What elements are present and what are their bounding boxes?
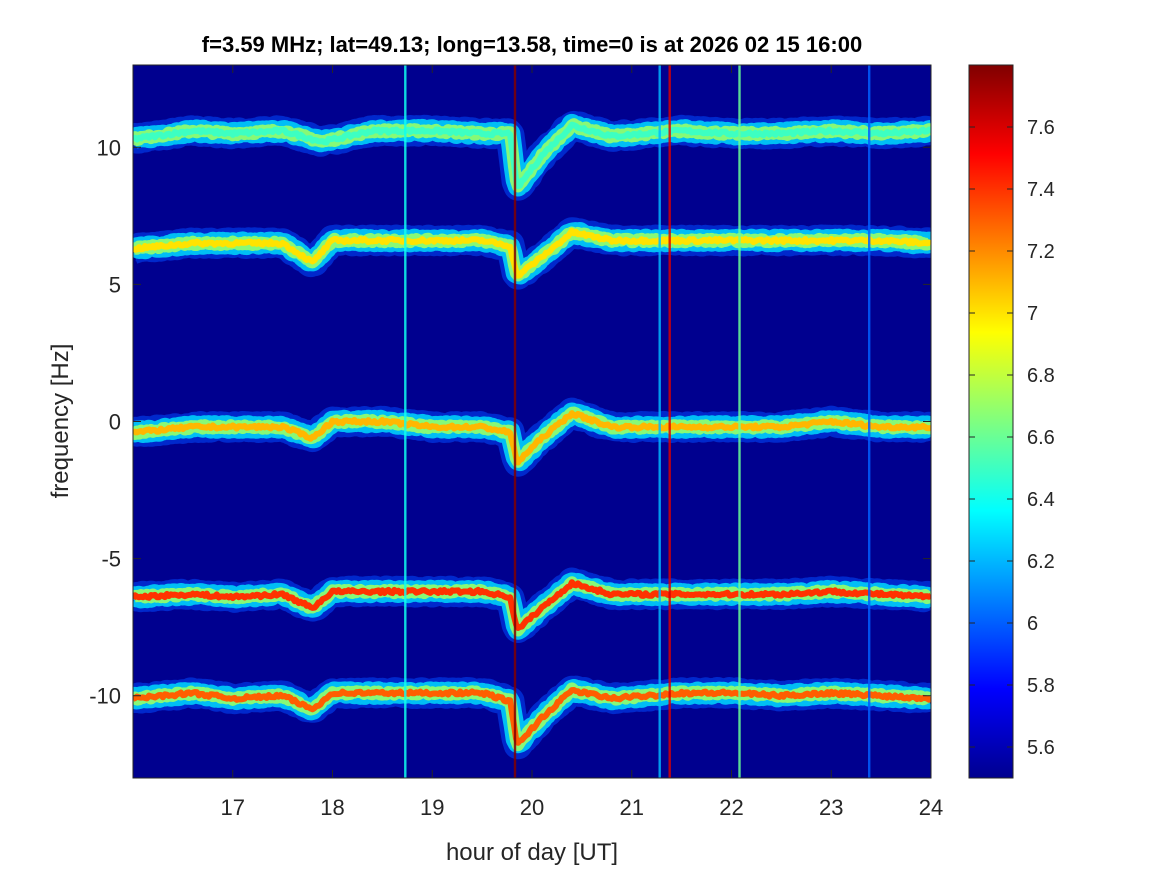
- heatmap-layer: [133, 65, 931, 778]
- trace-band-1: [133, 217, 931, 290]
- colorbar-tick-label: 7: [1027, 303, 1038, 325]
- x-tick-label: 19: [420, 795, 444, 820]
- colorbar-gradient: [968, 64, 1014, 779]
- y-axis-label: frequency [Hz]: [47, 344, 74, 499]
- y-axis-ticks: 10 5 0 -5 -10: [89, 135, 931, 709]
- x-tick-label: 24: [919, 795, 943, 820]
- y-tick-label: 5: [109, 272, 121, 297]
- x-tick-label: 23: [819, 795, 843, 820]
- colorbar-tick-label: 6.2: [1027, 551, 1055, 573]
- x-axis-label: hour of day [UT]: [446, 839, 618, 866]
- colorbar-tick-label: 7.4: [1027, 179, 1055, 201]
- x-tick-label: 21: [620, 795, 644, 820]
- colorbar: 7.6 7.4 7.2 7 6.8 6.6 6.4 6.2 6 5.8 5.6: [968, 64, 1055, 779]
- colorbar-tick-label: 5.8: [1027, 675, 1055, 697]
- y-tick-label: 10: [97, 135, 121, 160]
- x-tick-label: 20: [520, 795, 544, 820]
- x-tick-label: 18: [320, 795, 344, 820]
- trace-layer-2-3: [133, 410, 931, 466]
- colorbar-tick-label: 7.6: [1027, 117, 1055, 139]
- trace-band-4: [133, 675, 931, 760]
- x-tick-label: 17: [221, 795, 245, 820]
- vertical-streak-5: [868, 65, 871, 778]
- vertical-streak-4: [658, 65, 661, 778]
- trace-band-2: [133, 397, 931, 477]
- trace-band-0: [133, 110, 931, 201]
- vertical-streak-1: [668, 65, 671, 778]
- y-tick-label: -10: [89, 684, 121, 709]
- colorbar-tick-label: 6.4: [1027, 489, 1055, 511]
- plot-area: [132, 64, 932, 779]
- vertical-streak-3: [404, 65, 407, 778]
- trace-layer-1-3: [133, 227, 931, 279]
- trace-layer-4-3: [133, 687, 931, 746]
- y-tick-label: -5: [101, 547, 121, 572]
- colorbar-ticks: 7.6 7.4 7.2 7 6.8 6.6 6.4 6.2 6 5.8 5.6: [969, 117, 1055, 759]
- trace-layer-0-3: [133, 121, 931, 190]
- colorbar-tick-label: 5.6: [1027, 737, 1055, 759]
- vertical-streak-2: [738, 65, 741, 778]
- colorbar-tick-label: 7.2: [1027, 241, 1055, 263]
- chart-title: f=3.59 MHz; lat=49.13; long=13.58, time=…: [202, 32, 862, 57]
- vertical-streak-0: [513, 65, 517, 778]
- colorbar-tick-label: 6.6: [1027, 427, 1055, 449]
- y-tick-label: 0: [109, 410, 121, 435]
- colorbar-tick-label: 6.8: [1027, 365, 1055, 387]
- x-axis-ticks: 17 18 19 20 21 22 23 24: [221, 65, 943, 820]
- trace-band-3: [133, 567, 931, 643]
- x-tick-label: 22: [719, 795, 743, 820]
- trace-layer-3-3: [133, 579, 931, 631]
- colorbar-tick-label: 6: [1027, 613, 1038, 635]
